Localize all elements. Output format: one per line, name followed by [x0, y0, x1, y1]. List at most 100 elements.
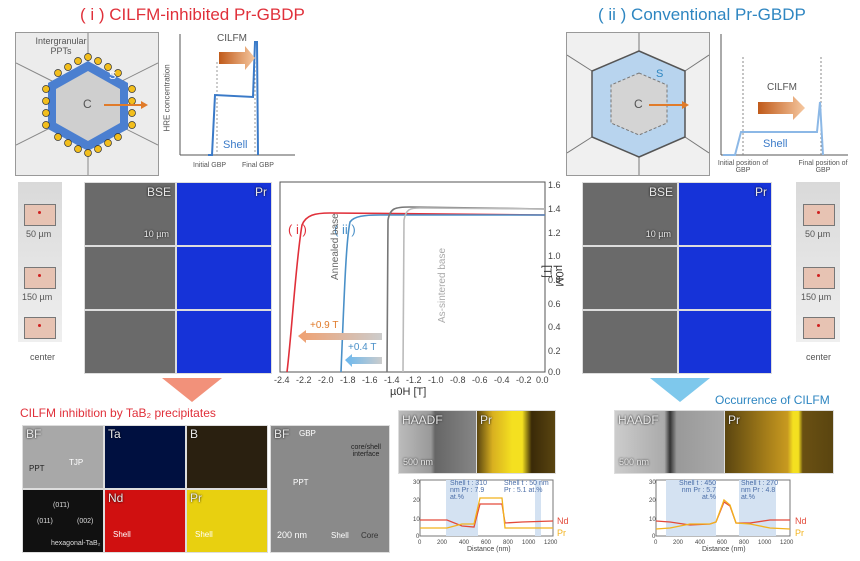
shell-label: S [656, 68, 664, 80]
shell-label: Shell [763, 138, 788, 150]
svg-text:0.4: 0.4 [548, 322, 561, 332]
svg-text:400: 400 [459, 540, 470, 546]
svg-text:1.6: 1.6 [548, 180, 561, 190]
bse-tag: BSE [146, 185, 171, 199]
left-grain-schematic: Intergranular PPTs S C [15, 32, 159, 176]
x-axis-label: Distance (nm) [467, 546, 511, 553]
svg-text:1.4: 1.4 [548, 204, 561, 214]
core-label: C [634, 97, 643, 111]
depth-label: 50 µm [26, 229, 52, 239]
svg-text:1.2: 1.2 [548, 228, 561, 238]
phase-label: hexagonal-TaB₂ [51, 540, 101, 547]
shell-label: Shell [331, 531, 349, 540]
shell-annotation-1: Shell t : 310 nm Pr : 7.9 at.% [450, 480, 487, 501]
shell-label: Shell [195, 530, 213, 539]
svg-text:30: 30 [413, 480, 420, 486]
depth-label: center [30, 352, 56, 362]
right-grain-schematic: S C [566, 32, 710, 176]
pr-tag: Pr [255, 185, 267, 199]
sample-cube-icon [803, 204, 835, 226]
core-label: Core [361, 531, 379, 540]
ppts-label: Intergranular PPTs [35, 36, 87, 56]
shell-label: Shell [223, 139, 248, 151]
bse-map [582, 310, 678, 374]
core-label: C [83, 97, 92, 111]
ta-map: Ta [104, 425, 186, 489]
svg-text:0.2: 0.2 [548, 346, 561, 356]
demagnetization-chart: -2.4 -2.2 -2.0 -1.8 -1.6 -1.4 -1.2 -1.0 -0.8 -0.6… [270, 180, 570, 400]
tjp-label: TJP [69, 458, 84, 467]
svg-text:-1.2: -1.2 [406, 375, 422, 385]
diffraction-label: (011) [37, 518, 53, 525]
down-arrow-icon [162, 378, 222, 402]
svg-text:0.0: 0.0 [548, 367, 561, 377]
pr-tag: Pr [480, 413, 492, 427]
b-map: B [186, 425, 268, 489]
svg-text:30: 30 [649, 480, 656, 486]
down-arrow-icon [650, 378, 710, 402]
x-right-label: Final position of GBP [798, 160, 848, 174]
svg-text:0: 0 [416, 534, 420, 540]
diffraction-pattern: (01̄1) (011) (002) hexagonal-TaB₂ [22, 489, 104, 553]
bse-map [84, 310, 176, 374]
series-label-annealed: Annealed base [330, 213, 341, 280]
haadf-image: HAADF 500 nm [398, 410, 480, 474]
svg-text:800: 800 [739, 540, 750, 546]
bf-tag: BF [26, 427, 42, 441]
right-hre-profile: CILFM Shell Initial position of GBP Fina… [713, 32, 853, 177]
depth-label: center [806, 352, 832, 362]
sample-cube-icon [24, 204, 56, 226]
svg-text:0: 0 [418, 540, 422, 546]
left-hre-profile: CILFM Shell Initial GBP Final GBP HRE co… [162, 32, 300, 172]
bse-map [84, 246, 176, 310]
ppt-label: PPT [29, 464, 45, 473]
legend-pr: Pr [557, 528, 566, 538]
shell-annotation-2: Shell t : 270 nm Pr : 4.8 at.% [741, 480, 778, 501]
legend-nd: Nd [795, 516, 807, 526]
annotation-0.9T: +0.9 T [310, 320, 339, 331]
svg-text:0.0: 0.0 [536, 375, 549, 385]
series-label-as-sintered: As-sintered base [437, 247, 449, 324]
svg-text:-0.4: -0.4 [494, 375, 510, 385]
diffraction-label: (002) [77, 518, 94, 525]
pr-map: Pr Shell [186, 489, 268, 553]
pr-map [176, 246, 272, 310]
bf-image: BF PPT TJP [22, 425, 104, 489]
sample-cube-icon [24, 267, 56, 289]
svg-text:-1.4: -1.4 [384, 375, 400, 385]
x-left-label: Initial position of GBP [717, 160, 769, 174]
svg-text:-1.8: -1.8 [340, 375, 356, 385]
pr-map: Pr [678, 182, 772, 246]
x-right-label: Final GBP [242, 162, 274, 169]
ta-tag: Ta [108, 427, 121, 441]
pr-map [176, 310, 272, 374]
cilfm-label: CILFM [767, 82, 797, 93]
sample-cube-icon [803, 267, 835, 289]
svg-text:1.0: 1.0 [548, 251, 561, 261]
y-axis-label: µ0M [T] [541, 265, 565, 287]
svg-text:20: 20 [649, 498, 656, 504]
y-label: HRE concentration [162, 64, 172, 132]
svg-text:1200: 1200 [544, 540, 558, 546]
pr-map [678, 310, 772, 374]
cilfm-label: CILFM [217, 33, 247, 44]
shell-annotation-2: Shell t : 50 nm Pr : 5.1 at.% [504, 480, 549, 494]
haadf-tag: HAADF [402, 413, 443, 427]
svg-text:600: 600 [481, 540, 492, 546]
haadf-tag: HAADF [618, 413, 659, 427]
line-profile-i: 0 200 400 600 800 1000 1200 30 20 10 0 Shell t : 3… [392, 478, 607, 556]
nd-tag: Nd [108, 491, 124, 505]
svg-text:-2.0: -2.0 [318, 375, 334, 385]
x-axis-label: µ0H [T] [390, 386, 427, 398]
svg-text:1200: 1200 [780, 540, 794, 546]
svg-text:0: 0 [652, 534, 656, 540]
x-left-label: Initial GBP [193, 162, 227, 169]
svg-text:10: 10 [649, 517, 656, 523]
svg-text:-1.0: -1.0 [428, 375, 444, 385]
line-profile-ii: 0 200 400 600 800 1000 1200 30 20 10 0 Shell t : 4… [630, 478, 858, 556]
scale-bar: 10 µm [143, 229, 169, 239]
sample-cube-icon [24, 317, 56, 339]
section-title-left: CILFM inhibition by TaB₂ precipitates [20, 406, 216, 420]
svg-text:-0.6: -0.6 [472, 375, 488, 385]
svg-text:-0.2: -0.2 [516, 375, 532, 385]
